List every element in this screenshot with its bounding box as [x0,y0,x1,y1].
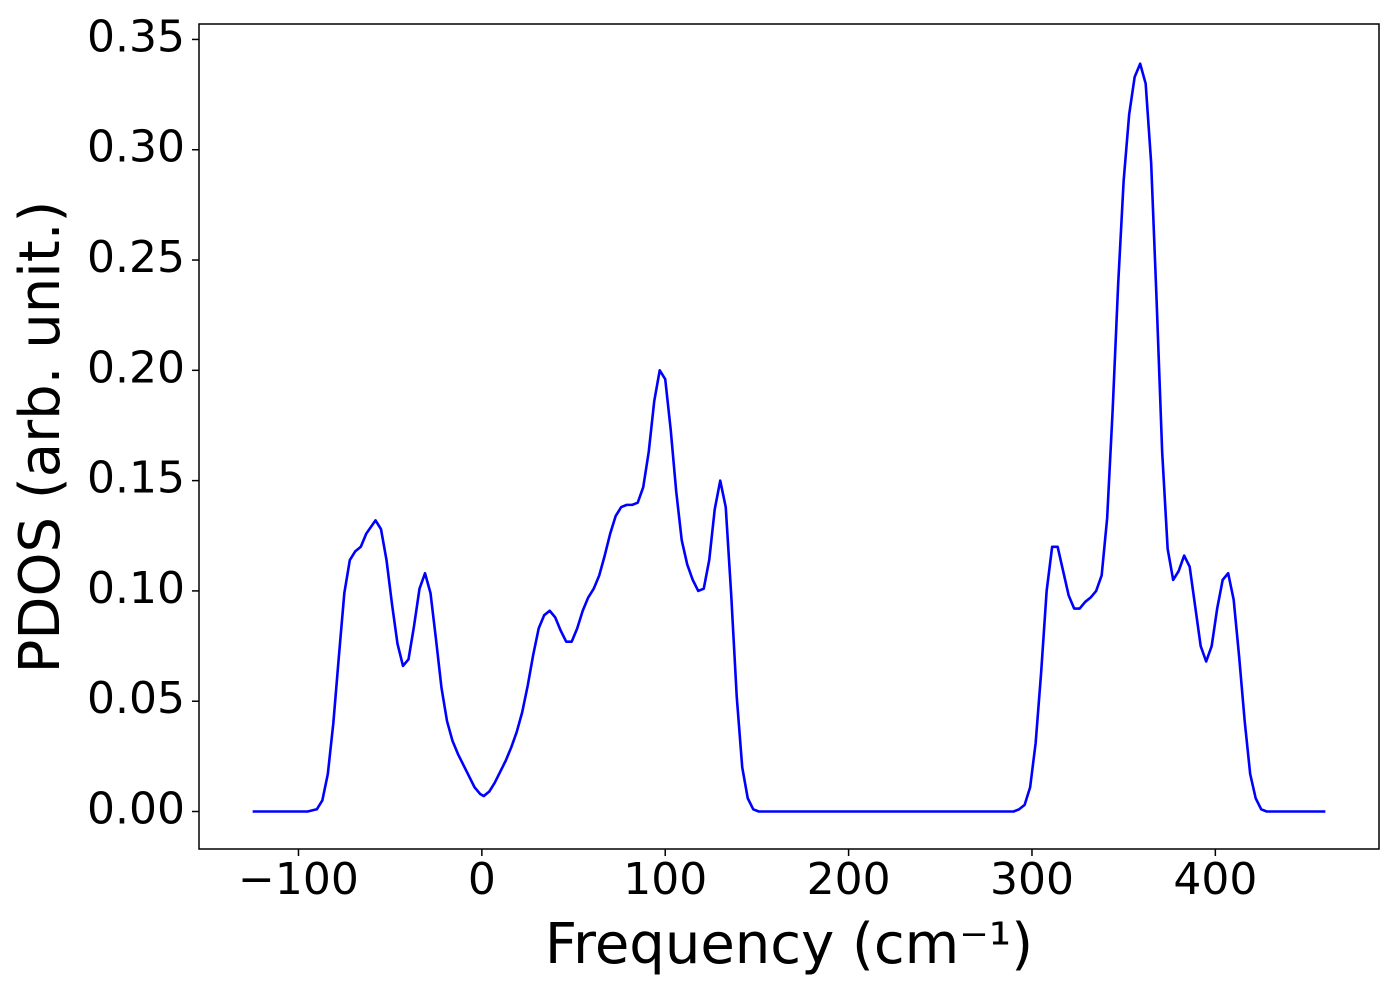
x-tick-label: 200 [807,854,891,905]
x-axis-label: Frequency (cm⁻¹) [545,912,1033,977]
x-tick-label: 400 [1173,854,1257,905]
x-tick-label: −100 [238,854,359,905]
y-tick-label: 0.05 [87,673,185,724]
y-tick-label: 0.35 [87,11,185,62]
x-tick-label: 0 [468,854,496,905]
x-tick-label: 300 [990,854,1074,905]
y-tick-label: 0.20 [87,342,185,393]
plot-frame [198,23,1380,850]
y-tick-label: 0.00 [87,784,185,835]
y-tick-label: 0.15 [87,453,185,504]
data-line [252,62,1326,813]
y-tick-label: 0.30 [87,122,185,173]
y-tick-label: 0.25 [87,232,185,283]
x-tick-label: 100 [623,854,707,905]
y-axis-label: PDOS (arb. unit.) [8,201,73,674]
y-tick-label: 0.10 [87,563,185,614]
